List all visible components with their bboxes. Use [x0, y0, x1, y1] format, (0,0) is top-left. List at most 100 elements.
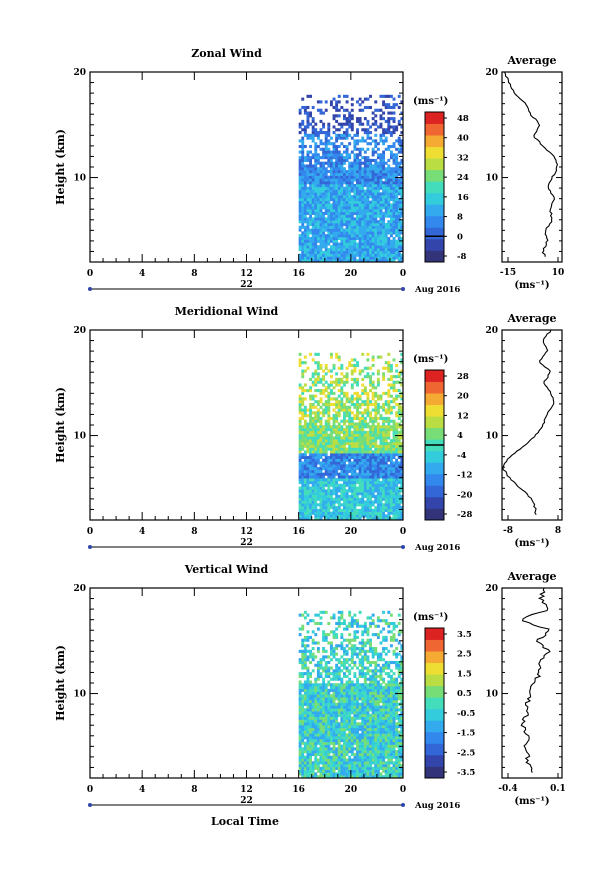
heatmap-cell [350, 508, 354, 512]
heatmap-cell [309, 699, 313, 704]
heatmap-cell [340, 428, 344, 432]
heatmap-cell [340, 508, 344, 512]
heatmap-cell [397, 147, 401, 151]
heatmap-cell [384, 178, 388, 182]
heatmap-cell [366, 747, 370, 751]
heatmap-cell [303, 361, 307, 365]
heatmap-cell [387, 122, 391, 126]
heatmap-cell [379, 153, 383, 157]
heatmap-cell [319, 108, 323, 112]
heatmap-cell [324, 506, 328, 510]
heatmap-cell [395, 422, 399, 426]
heatmap-cell [298, 156, 302, 160]
heatmap-cell [350, 775, 354, 779]
heatmap-cell [353, 380, 357, 384]
heatmap-cell [384, 242, 388, 246]
heatmap-cell [345, 453, 349, 457]
heatmap-cell [327, 761, 331, 765]
heatmap-cell [350, 259, 354, 263]
heatmap-cell [319, 486, 323, 490]
heatmap-cell [303, 725, 307, 729]
heatmap-cell [350, 236, 354, 241]
heatmap-cell [314, 514, 318, 518]
heatmap-cell [332, 164, 336, 168]
heatmap-cell [376, 517, 380, 521]
heatmap-cell [329, 239, 333, 243]
heatmap-cell [389, 228, 393, 232]
heatmap-cell [366, 517, 370, 521]
heatmap-cell [369, 186, 372, 190]
heatmap-cell [389, 248, 393, 252]
heatmap-cell [371, 469, 375, 473]
heatmap-cell [350, 455, 354, 459]
heatmap-cell [345, 411, 349, 415]
heatmap-cell [340, 486, 344, 490]
heatmap-cell [340, 702, 344, 706]
heatmap-cell [309, 389, 313, 393]
heatmap-cell [314, 220, 318, 224]
heatmap-cell [316, 769, 320, 773]
heatmap-cell [384, 147, 388, 151]
heatmap-cell [389, 133, 393, 137]
heatmap-cell [358, 497, 362, 501]
heatmap-cell [322, 766, 326, 770]
heatmap-cell [374, 416, 378, 420]
heatmap-cell [345, 719, 349, 723]
heatmap-cell [314, 711, 318, 715]
heatmap-cell [335, 242, 339, 246]
heatmap-cell [395, 217, 399, 221]
heatmap-cell [356, 775, 359, 779]
heatmap-cell [356, 231, 359, 235]
heatmap-cell [311, 394, 315, 398]
heatmap-cell [301, 433, 305, 437]
heatmap-cell [314, 259, 318, 263]
heatmap-cell [303, 736, 307, 740]
heatmap-cell [371, 500, 375, 504]
heatmap-cell [356, 467, 359, 471]
heatmap-cell [387, 183, 391, 188]
heatmap-cell [319, 220, 323, 224]
heatmap-cell [387, 242, 391, 246]
heatmap-cell [301, 764, 305, 768]
heatmap-cell [319, 741, 323, 745]
heatmap-cell [327, 217, 331, 221]
heatmap-cell [348, 183, 352, 188]
heatmap-cell [389, 713, 393, 717]
heatmap-cell [324, 186, 328, 190]
heatmap-cell [369, 105, 372, 110]
heatmap-cell [316, 478, 320, 482]
heatmap-cell [387, 464, 391, 468]
heatmap-cell [301, 186, 305, 190]
heatmap-cell [343, 158, 346, 162]
heatmap-cell [356, 156, 359, 160]
heatmap-cell [379, 220, 383, 224]
heatmap-cell [345, 209, 349, 213]
heatmap-cell [358, 436, 362, 440]
heatmap-cell [392, 727, 396, 731]
heatmap-cell [400, 766, 404, 770]
heatmap-cell [309, 711, 313, 715]
heatmap-cell [374, 245, 378, 249]
heatmap-cell [322, 464, 326, 468]
heatmap-cell [329, 478, 333, 482]
heatmap-cell [400, 203, 404, 207]
heatmap-cell [327, 150, 331, 154]
heatmap-cell [400, 436, 404, 440]
heatmap-cell [350, 231, 354, 235]
heatmap-cell [340, 197, 344, 201]
heatmap-cell [332, 175, 336, 179]
heatmap-cell [379, 156, 383, 160]
heatmap-cell [382, 100, 386, 104]
heatmap-cell [361, 416, 365, 420]
heatmap-cell [298, 702, 302, 706]
heatmap-cell [301, 747, 305, 751]
heatmap-cell [335, 222, 339, 227]
heatmap-cell [303, 722, 307, 726]
heatmap-cell [324, 480, 328, 485]
heatmap-cell [332, 436, 336, 440]
heatmap-cell [382, 428, 386, 432]
heatmap-cell [337, 402, 341, 407]
colorbar-segment [425, 393, 444, 406]
heatmap-cell [340, 755, 344, 759]
heatmap-cell [382, 730, 386, 734]
